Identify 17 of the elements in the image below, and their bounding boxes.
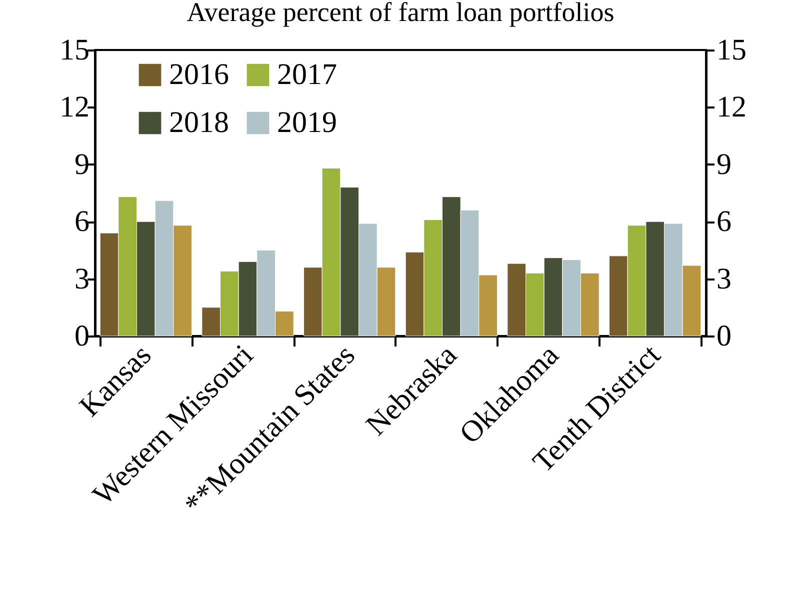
y-tick-label: 0 bbox=[74, 320, 90, 352]
legend-label: 2016 bbox=[169, 58, 229, 91]
y-tick-label: 6 bbox=[74, 205, 90, 238]
y-tick-label: 12 bbox=[60, 90, 90, 124]
legend-label: 2017 bbox=[277, 58, 337, 91]
y2-tick-label: 15 bbox=[716, 34, 746, 66]
y-tick-label: 3 bbox=[74, 262, 90, 296]
legend-label: 2019 bbox=[277, 106, 337, 139]
y-tick-label: 9 bbox=[74, 148, 90, 181]
legend-label: 2018 bbox=[169, 106, 229, 139]
y2-tick-label: 6 bbox=[716, 205, 732, 238]
chart-title: Average percent of farm loan portfolios bbox=[186, 0, 614, 27]
y2-tick-label: 3 bbox=[716, 262, 732, 296]
y2-tick-label: 9 bbox=[716, 148, 732, 181]
y2-tick-label: 12 bbox=[716, 90, 746, 124]
y-tick-label: 15 bbox=[60, 34, 90, 66]
y2-tick-label: 0 bbox=[716, 320, 732, 352]
